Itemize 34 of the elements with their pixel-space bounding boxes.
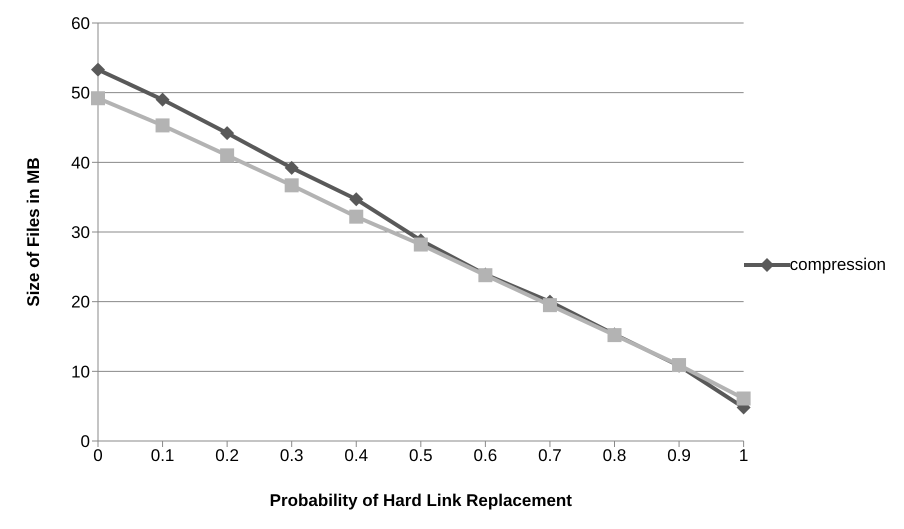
x-tick-label: 0.2 <box>215 446 239 466</box>
point <box>156 92 170 107</box>
point <box>220 126 234 140</box>
x-tick-label: 0.5 <box>408 446 433 466</box>
x-tick-label: 0.4 <box>344 446 368 466</box>
y-tick-label: 0 <box>80 432 90 452</box>
point <box>349 210 364 224</box>
y-tick-label: 10 <box>71 362 90 382</box>
point <box>736 392 751 406</box>
x-tick-label: 1 <box>738 446 748 466</box>
y-tick-label: 60 <box>71 14 90 34</box>
point <box>542 298 557 312</box>
x-tick-label: 0.7 <box>538 446 562 466</box>
x-tick-label: 0.1 <box>150 446 174 466</box>
y-tick-label: 40 <box>71 153 90 172</box>
y-tick-label: 30 <box>71 223 90 242</box>
point <box>414 238 428 252</box>
point <box>284 160 299 175</box>
point <box>220 148 234 162</box>
y-axis-title: Size of Files in MB <box>24 157 44 307</box>
point <box>91 91 105 106</box>
x-tick-label: 0.8 <box>602 446 626 466</box>
x-tick-label: 0.6 <box>474 446 498 466</box>
y-tick-label: 20 <box>71 292 90 312</box>
point <box>91 62 105 77</box>
legend-label: compression <box>790 254 886 274</box>
point <box>284 178 299 192</box>
x-axis-title: Probability of Hard Link Replacement <box>270 491 572 510</box>
y-tick-label: 50 <box>71 84 90 103</box>
point <box>349 192 364 206</box>
point <box>156 118 170 132</box>
x-tick-label: 0.9 <box>667 446 691 466</box>
x-tick-label: 0.3 <box>280 446 304 466</box>
x-tick-label: 0 <box>93 446 103 466</box>
